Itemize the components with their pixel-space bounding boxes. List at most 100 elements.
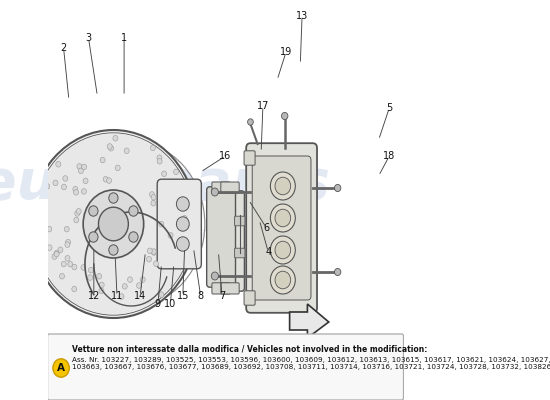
Circle shape <box>151 249 156 254</box>
Circle shape <box>52 254 57 259</box>
Circle shape <box>124 148 129 154</box>
Circle shape <box>107 178 112 183</box>
Circle shape <box>275 177 291 195</box>
Circle shape <box>87 275 92 280</box>
Circle shape <box>157 158 162 164</box>
Text: 4: 4 <box>265 247 271 257</box>
FancyBboxPatch shape <box>252 156 311 300</box>
Text: passion for parts since 1977: passion for parts since 1977 <box>109 207 285 257</box>
Text: 13: 13 <box>296 11 308 21</box>
Circle shape <box>334 184 341 192</box>
Circle shape <box>150 145 155 151</box>
Circle shape <box>129 206 138 216</box>
FancyBboxPatch shape <box>212 182 230 193</box>
Circle shape <box>282 112 288 120</box>
Circle shape <box>153 261 158 266</box>
Circle shape <box>97 274 102 279</box>
Circle shape <box>159 221 164 227</box>
Text: 1: 1 <box>121 33 127 43</box>
Text: Ass. Nr. 103227, 103289, 103525, 103553, 103596, 103600, 103609, 103612, 103613,: Ass. Nr. 103227, 103289, 103525, 103553,… <box>72 357 550 370</box>
Circle shape <box>275 209 291 227</box>
Circle shape <box>54 251 59 257</box>
Circle shape <box>65 256 70 261</box>
Text: 10: 10 <box>164 299 177 309</box>
Circle shape <box>81 265 86 270</box>
Text: A: A <box>57 363 65 373</box>
Circle shape <box>54 250 59 256</box>
FancyBboxPatch shape <box>221 283 239 294</box>
FancyBboxPatch shape <box>216 191 244 291</box>
Text: 8: 8 <box>197 291 204 301</box>
Circle shape <box>56 162 61 167</box>
Circle shape <box>174 169 179 175</box>
Circle shape <box>181 222 186 228</box>
Circle shape <box>177 237 189 251</box>
Text: 9: 9 <box>155 299 161 309</box>
Circle shape <box>63 176 68 181</box>
Circle shape <box>271 236 295 264</box>
Circle shape <box>211 272 218 280</box>
Circle shape <box>33 134 194 314</box>
Circle shape <box>98 207 128 241</box>
Text: Vetture non interessate dalla modifica / Vehicles not involved in the modificati: Vetture non interessate dalla modifica /… <box>72 345 427 354</box>
Circle shape <box>116 165 120 171</box>
Circle shape <box>83 190 144 258</box>
Circle shape <box>271 172 295 200</box>
Circle shape <box>58 247 63 253</box>
Polygon shape <box>290 304 329 338</box>
Circle shape <box>89 206 98 216</box>
FancyBboxPatch shape <box>212 283 230 294</box>
Circle shape <box>113 136 118 141</box>
Circle shape <box>178 202 183 207</box>
Circle shape <box>177 217 189 231</box>
Circle shape <box>81 164 86 170</box>
Circle shape <box>65 239 70 245</box>
Circle shape <box>62 184 67 190</box>
Circle shape <box>107 144 112 149</box>
Circle shape <box>89 267 94 273</box>
Circle shape <box>81 189 86 194</box>
Circle shape <box>162 171 167 176</box>
Circle shape <box>53 180 58 186</box>
FancyBboxPatch shape <box>244 151 255 165</box>
FancyBboxPatch shape <box>157 179 201 269</box>
Circle shape <box>47 245 52 250</box>
Circle shape <box>177 197 189 211</box>
Circle shape <box>74 217 79 223</box>
Circle shape <box>275 241 291 259</box>
Circle shape <box>136 283 141 288</box>
Circle shape <box>271 204 295 232</box>
Circle shape <box>99 288 104 294</box>
Circle shape <box>100 157 105 163</box>
Text: 14: 14 <box>134 291 146 301</box>
Circle shape <box>179 238 184 244</box>
Circle shape <box>211 188 218 196</box>
FancyBboxPatch shape <box>235 216 245 226</box>
Circle shape <box>72 264 77 270</box>
Circle shape <box>72 286 77 292</box>
Text: 17: 17 <box>257 101 269 111</box>
Circle shape <box>30 130 197 318</box>
FancyBboxPatch shape <box>47 334 404 400</box>
Circle shape <box>151 194 156 200</box>
Circle shape <box>182 216 187 221</box>
Circle shape <box>150 192 155 197</box>
Circle shape <box>45 184 50 189</box>
Circle shape <box>168 232 173 238</box>
Circle shape <box>119 294 124 299</box>
Circle shape <box>248 119 254 125</box>
Circle shape <box>61 261 66 267</box>
Circle shape <box>271 266 295 294</box>
Text: eurospares: eurospares <box>0 157 330 211</box>
Text: 15: 15 <box>177 291 189 301</box>
Text: 16: 16 <box>219 151 232 161</box>
Circle shape <box>68 261 73 267</box>
Circle shape <box>159 292 164 298</box>
Text: 18: 18 <box>383 151 395 161</box>
Circle shape <box>83 178 88 184</box>
Circle shape <box>59 273 64 279</box>
Circle shape <box>47 226 52 232</box>
Circle shape <box>151 200 156 206</box>
Text: 5: 5 <box>386 103 392 113</box>
FancyBboxPatch shape <box>244 291 255 305</box>
